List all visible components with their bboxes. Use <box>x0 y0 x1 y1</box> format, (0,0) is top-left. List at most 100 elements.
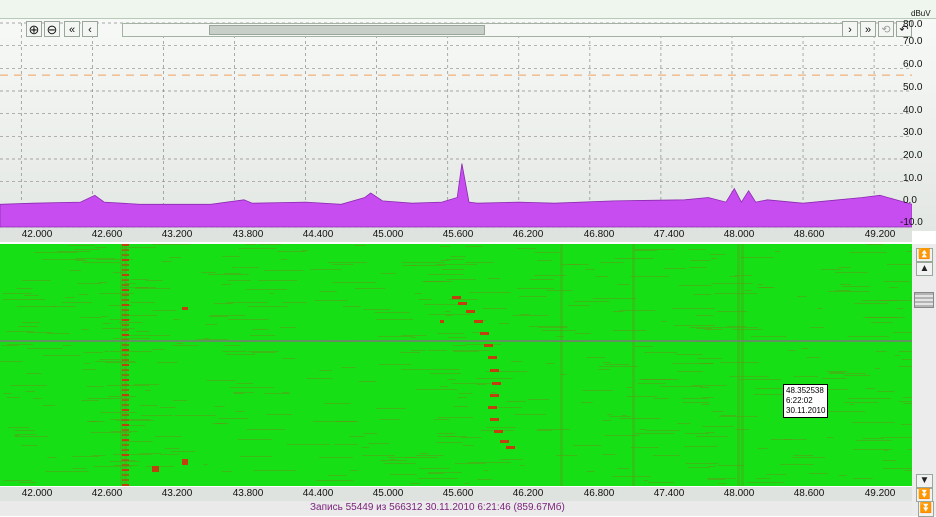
noise-trace <box>42 405 56 406</box>
noise-trace <box>354 245 366 246</box>
level-unit-label: dBuV <box>911 9 931 18</box>
noise-trace <box>481 320 487 321</box>
noise-trace <box>400 335 427 336</box>
noise-trace <box>770 439 807 440</box>
noise-trace <box>72 468 87 469</box>
noise-trace <box>648 482 674 483</box>
noise-trace <box>465 262 494 263</box>
noise-trace <box>418 478 458 479</box>
waterfall-display[interactable] <box>0 244 912 486</box>
noise-trace <box>801 348 809 349</box>
noise-trace <box>457 397 468 398</box>
freq-tick: 42.600 <box>91 229 123 240</box>
noise-trace <box>251 329 269 330</box>
scroll-last-button[interactable]: » <box>860 21 876 37</box>
noise-trace <box>445 259 464 260</box>
signal-spot <box>182 307 188 310</box>
signal-trace-point <box>506 446 515 449</box>
noise-trace <box>215 423 226 424</box>
scroll-down-button[interactable]: ▼ <box>916 474 933 488</box>
signal-trace-point <box>452 296 461 299</box>
noise-trace <box>465 246 483 247</box>
carrier-dash <box>122 454 129 456</box>
noise-trace <box>617 284 630 285</box>
noise-trace <box>685 463 719 464</box>
vertical-scroll-thumb[interactable] <box>914 292 934 308</box>
noise-trace <box>433 419 449 420</box>
scroll-top-button[interactable]: ⏫ <box>916 248 933 262</box>
noise-trace <box>575 333 591 334</box>
noise-trace <box>592 298 637 299</box>
noise-trace <box>902 397 912 398</box>
noise-trace <box>619 418 661 419</box>
noise-trace <box>826 437 834 438</box>
noise-trace <box>472 332 485 333</box>
waterfall-vertical-scrollbar[interactable]: ⏫ ▲ ▼ ⏬ <box>912 244 936 516</box>
noise-trace <box>844 402 879 403</box>
noise-trace <box>380 460 408 461</box>
noise-trace <box>213 303 233 304</box>
noise-trace <box>690 260 711 261</box>
noise-trace <box>239 456 273 457</box>
carrier-dash <box>122 364 129 366</box>
scroll-up-button[interactable]: ▲ <box>916 262 933 276</box>
undo-zoom-button[interactable]: ↶ <box>896 21 912 37</box>
level-tick: 60.0 <box>903 59 923 70</box>
noise-trace <box>637 383 666 384</box>
noise-trace <box>361 447 370 448</box>
scroll-next-button[interactable]: › <box>842 21 858 37</box>
scroll-first-button[interactable]: « <box>64 21 80 37</box>
freq-tick: 46.200 <box>512 488 544 499</box>
noise-trace <box>249 335 276 336</box>
noise-trace <box>332 282 377 283</box>
noise-trace <box>446 279 476 280</box>
reset-zoom-button[interactable]: ⟲ <box>878 21 894 37</box>
noise-trace <box>838 267 851 268</box>
noise-trace <box>16 306 56 307</box>
noise-trace <box>792 457 826 458</box>
noise-trace <box>113 454 152 455</box>
carrier-dash <box>122 389 129 391</box>
zoom-in-button[interactable]: ⊕ <box>26 21 42 37</box>
noise-trace <box>643 480 648 481</box>
noise-trace <box>133 384 160 385</box>
noise-trace <box>131 279 149 280</box>
carrier-dash <box>122 404 129 406</box>
noise-trace <box>77 283 101 284</box>
noise-trace <box>90 432 132 433</box>
noise-trace <box>99 293 134 294</box>
noise-trace <box>452 345 466 346</box>
noise-trace <box>176 343 184 344</box>
scroll-prev-button[interactable]: ‹ <box>82 21 98 37</box>
noise-trace <box>672 308 715 309</box>
noise-trace <box>717 327 759 328</box>
scroll-bottom-button[interactable]: ⏬ <box>916 488 933 502</box>
noise-trace <box>702 397 714 398</box>
noise-trace <box>604 364 630 365</box>
noise-trace <box>7 427 30 428</box>
noise-trace <box>808 473 829 474</box>
waterfall-canvas[interactable] <box>0 244 912 486</box>
scroll-end-button[interactable]: ⏬ <box>918 501 934 517</box>
noise-trace <box>602 362 611 363</box>
noise-trace <box>450 256 466 257</box>
frequency-scrollbar[interactable] <box>122 23 852 37</box>
noise-trace <box>689 267 707 268</box>
noise-trace <box>460 437 482 438</box>
zoom-out-button[interactable]: ⊖ <box>44 21 60 37</box>
noise-trace <box>639 379 672 380</box>
noise-trace <box>75 258 116 259</box>
noise-trace <box>401 262 445 263</box>
freq-tick: 43.800 <box>232 229 264 240</box>
noise-trace <box>319 457 354 458</box>
noise-trace <box>108 396 137 397</box>
record-status: Запись 55449 из 566312 30.11.2010 6:21:4… <box>310 502 565 513</box>
noise-trace <box>726 326 747 327</box>
signal-trace-point <box>500 440 509 443</box>
frequency-scroll-thumb[interactable] <box>209 25 485 35</box>
noise-trace <box>485 371 528 372</box>
noise-trace <box>602 420 612 421</box>
level-tick: 80.0 <box>903 19 923 30</box>
noise-trace <box>607 414 612 415</box>
carrier-dash <box>122 359 129 361</box>
